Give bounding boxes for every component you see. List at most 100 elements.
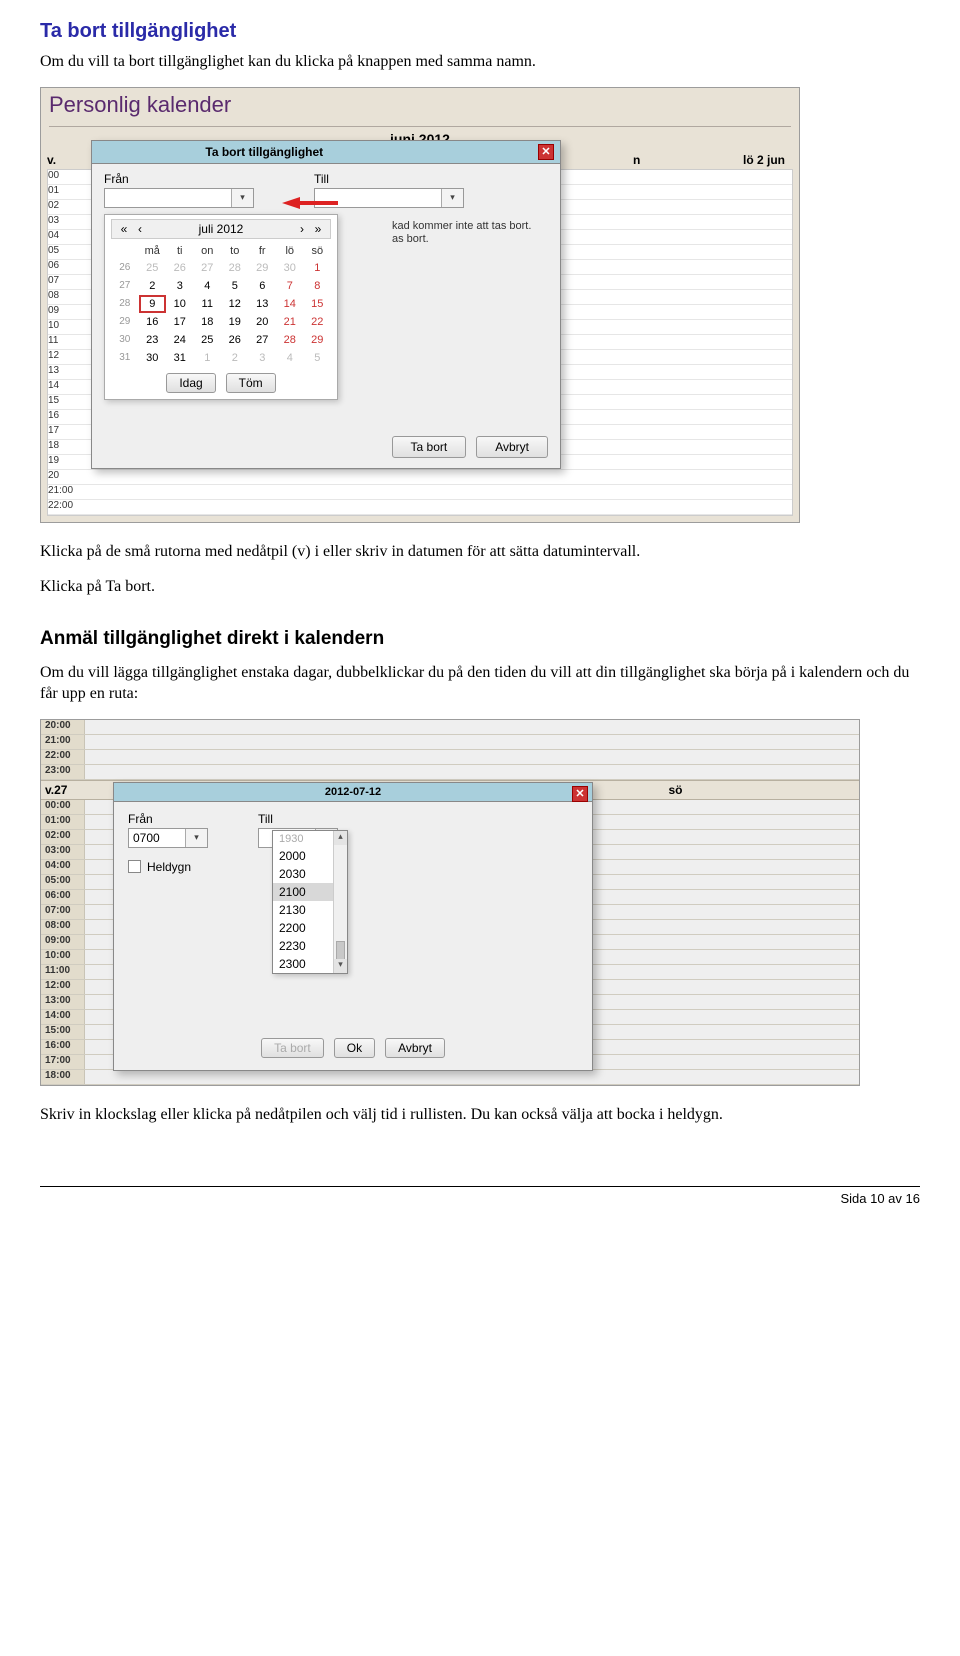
cancel-button[interactable]: Avbryt	[476, 436, 548, 458]
time-row: 21:00	[41, 735, 859, 750]
section1-heading: Ta bort tillgänglighet	[40, 20, 920, 43]
calendar-day[interactable]: 16	[139, 313, 167, 331]
section1-after: Klicka på de små rutorna med nedåtpil (v…	[40, 541, 920, 563]
calendar-day[interactable]: 26	[221, 331, 249, 349]
screenshot-1: Personlig kalender juni 2012 v. n lö 2 j…	[40, 87, 920, 523]
calendar-day[interactable]: 19	[221, 313, 249, 331]
close-icon[interactable]: ✕	[538, 144, 554, 160]
calendar-day[interactable]: 13	[249, 295, 277, 313]
day-sun: sö	[665, 783, 860, 797]
chevron-down-icon[interactable]: ▾	[441, 189, 463, 207]
time-row: 23:00	[41, 765, 859, 780]
from-label: Från	[104, 172, 254, 186]
today-button[interactable]: Idag	[166, 373, 215, 393]
calendar-day[interactable]: 24	[166, 331, 194, 349]
calendar-day[interactable]: 3	[166, 277, 194, 295]
red-arrow-annotation	[282, 192, 338, 215]
section1-after2: Klicka på Ta bort.	[40, 576, 920, 598]
scroll-thumb[interactable]	[336, 941, 345, 961]
calendar-day[interactable]: 3	[249, 349, 277, 367]
calendar-day[interactable]: 20	[249, 313, 277, 331]
time-row: 21:00	[48, 485, 792, 500]
time-row: 22:00	[48, 500, 792, 515]
calendar-day[interactable]: 6	[249, 277, 277, 295]
screenshot-2: 20:0021:0022:0023:00 v.27 fr 6 jul lö 7 …	[40, 719, 920, 1086]
calendar-day[interactable]: 10	[166, 295, 194, 313]
calendar-day[interactable]: 14	[276, 295, 304, 313]
calendar-day[interactable]: 5	[221, 277, 249, 295]
nav-last-icon[interactable]: »	[310, 222, 326, 236]
calendar-day[interactable]: 27	[194, 259, 222, 277]
time-row: 20	[48, 470, 792, 485]
calendar-day[interactable]: 22	[304, 313, 332, 331]
calendar-day[interactable]: 7	[276, 277, 304, 295]
calendar-day[interactable]: 26	[166, 259, 194, 277]
allday-label: Heldygn	[147, 860, 191, 874]
chevron-down-icon[interactable]: ▾	[185, 829, 207, 847]
time-dropdown-list[interactable]: 1930 2000203021002130220022302300 ▴ ▾	[272, 830, 348, 974]
calendar-day[interactable]: 8	[304, 277, 332, 295]
scroll-down-icon[interactable]: ▾	[334, 959, 347, 973]
calendar-day[interactable]: 2	[221, 349, 249, 367]
section2-after: Skriv in klockslag eller klicka på nedåt…	[40, 1104, 920, 1126]
calendar-day[interactable]: 30	[276, 259, 304, 277]
modal-date-title: 2012-07-12	[325, 786, 381, 798]
section2-heading: Anmäl tillgänglighet direkt i kalendern	[40, 628, 920, 650]
delete-availability-modal: Ta bort tillgänglighet ✕ Från ▾ Till	[91, 140, 561, 469]
page-footer: Sida 10 av 16	[40, 1186, 920, 1206]
delete-button[interactable]: Ta bort	[392, 436, 467, 458]
nav-prev-icon[interactable]: ‹	[132, 222, 148, 236]
nav-first-icon[interactable]: «	[116, 222, 132, 236]
calendar-page-title: Personlig kalender	[41, 88, 799, 122]
section1-intro: Om du vill ta bort tillgänglighet kan du…	[40, 51, 920, 73]
calendar-day[interactable]: 12	[221, 295, 249, 313]
date-picker: « ‹ juli 2012 › » måtiontofrlösö26252627…	[104, 214, 338, 400]
to-label: Till	[314, 172, 464, 186]
calendar-day[interactable]: 30	[139, 349, 167, 367]
calendar-day[interactable]: 15	[304, 295, 332, 313]
from-label: Från	[128, 812, 208, 826]
calendar-day[interactable]: 28	[221, 259, 249, 277]
day-header-sat: lö 2 jun	[723, 153, 793, 167]
close-icon[interactable]: ✕	[572, 786, 588, 802]
add-availability-modal: 2012-07-12 ✕ Från 0700 ▾ Till	[113, 782, 593, 1071]
day-header-n: n	[633, 153, 723, 167]
picker-month-title: juli 2012	[148, 222, 294, 236]
calendar-day[interactable]: 4	[276, 349, 304, 367]
calendar-day[interactable]: 23	[139, 331, 167, 349]
calendar-day[interactable]: 11	[194, 295, 222, 313]
calendar-day[interactable]: 25	[139, 259, 167, 277]
calendar-day[interactable]: 29	[249, 259, 277, 277]
calendar-day[interactable]: 31	[166, 349, 194, 367]
calendar-day[interactable]: 25	[194, 331, 222, 349]
allday-checkbox[interactable]	[128, 860, 141, 873]
to-label: Till	[258, 812, 338, 826]
calendar-day[interactable]: 21	[276, 313, 304, 331]
clear-button[interactable]: Töm	[226, 373, 276, 393]
calendar-day[interactable]: 28	[276, 331, 304, 349]
calendar-day[interactable]: 18	[194, 313, 222, 331]
calendar-day[interactable]: 4	[194, 277, 222, 295]
section2-intro: Om du vill lägga tillgänglighet enstaka …	[40, 662, 920, 705]
calendar-day[interactable]: 29	[304, 331, 332, 349]
scroll-up-icon[interactable]: ▴	[334, 831, 347, 845]
nav-next-icon[interactable]: ›	[294, 222, 310, 236]
chevron-down-icon[interactable]: ▾	[231, 189, 253, 207]
calendar-day[interactable]: 17	[166, 313, 194, 331]
calendar-day[interactable]: 2	[139, 277, 167, 295]
from-input[interactable]: ▾	[104, 188, 254, 208]
calendar-day[interactable]: 1	[304, 259, 332, 277]
from-time-input[interactable]: 0700 ▾	[128, 828, 208, 848]
week-col-label: v.	[47, 153, 75, 167]
calendar-day[interactable]: 27	[249, 331, 277, 349]
calendar-day[interactable]: 5	[304, 349, 332, 367]
modal-note: kad kommer inte att tas bort. as bort.	[392, 220, 531, 246]
time-row: 22:00	[41, 750, 859, 765]
calendar-day[interactable]: 9	[139, 295, 167, 313]
ok-button[interactable]: Ok	[334, 1038, 375, 1058]
modal-title: Ta bort tillgänglighet	[205, 145, 323, 159]
week-label: v.27	[41, 783, 85, 797]
calendar-day[interactable]: 1	[194, 349, 222, 367]
time-row: 20:00	[41, 720, 859, 735]
cancel-button[interactable]: Avbryt	[385, 1038, 445, 1058]
